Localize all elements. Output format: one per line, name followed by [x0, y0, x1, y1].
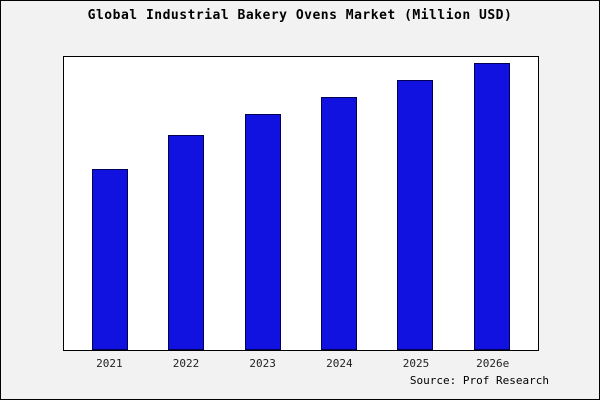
x-label-2023: 2023	[249, 357, 276, 370]
bar-2022	[168, 134, 205, 350]
bar-slot	[72, 57, 148, 350]
x-label-2021: 2021	[96, 357, 123, 370]
bar-slot	[301, 57, 377, 350]
chart-title: Global Industrial Bakery Ovens Market (M…	[87, 8, 513, 23]
bar-2023	[244, 114, 281, 350]
bar-2026e	[473, 62, 510, 350]
source-note: Source: Prof Research	[409, 374, 549, 387]
plot-area	[63, 56, 539, 351]
x-label-2025: 2025	[402, 357, 430, 370]
bar-2021	[92, 169, 129, 350]
bars-container	[64, 57, 538, 350]
bar-2025	[397, 80, 434, 350]
bar-2024	[321, 97, 358, 350]
x-label-2024: 2024	[326, 357, 353, 370]
x-label-2022: 2022	[172, 357, 200, 370]
bar-slot	[454, 57, 530, 350]
x-label-2026e: 2026e	[476, 357, 510, 370]
bar-slot	[148, 57, 224, 350]
bar-slot	[225, 57, 301, 350]
x-axis-labels: 2021 2022 2023 2024 2025 2026e	[63, 357, 539, 370]
bar-slot	[377, 57, 453, 350]
